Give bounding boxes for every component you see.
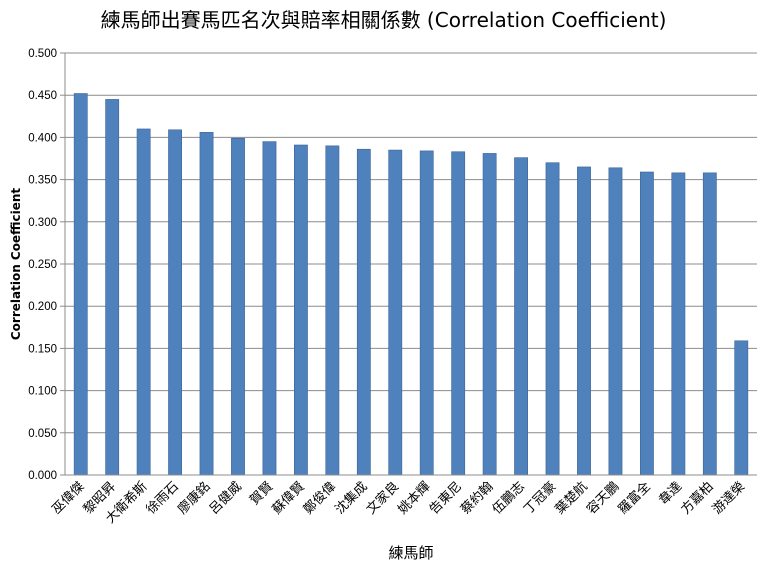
- bar: [73, 93, 88, 476]
- category-label: 沈集成: [332, 479, 371, 518]
- category-label: 容天鵬: [583, 479, 622, 518]
- category-label: 文家良: [363, 479, 402, 518]
- bar: [168, 129, 182, 476]
- category-label: 丁冠豪: [520, 479, 559, 518]
- category-label: 姚本輝: [395, 479, 433, 517]
- bar: [734, 340, 749, 476]
- category-label: 巫偉傑: [49, 479, 87, 517]
- bar: [325, 145, 340, 476]
- bar: [640, 171, 654, 476]
- y-tick-label: 0.200: [28, 301, 57, 313]
- y-tick-label: 0.050: [28, 428, 57, 440]
- bars: [73, 93, 749, 476]
- chart-title: 練馬師出賽馬匹名次與賠率相關係數 (Correlation Coefficien…: [100, 8, 667, 32]
- y-tick-label: 0.000: [28, 470, 57, 482]
- category-label: 游達榮: [710, 479, 748, 517]
- bar: [514, 157, 528, 476]
- bar: [262, 141, 277, 476]
- category-label: 方嘉柏: [678, 479, 717, 518]
- bar: [388, 149, 403, 476]
- y-tick-label: 0.450: [28, 90, 57, 102]
- y-tick-label: 0.500: [28, 48, 57, 60]
- y-tick-label: 0.150: [28, 343, 57, 355]
- category-label: 鄭俊偉: [301, 479, 339, 517]
- category-label: 伍鵬志: [490, 479, 528, 517]
- y-tick-label: 0.300: [28, 217, 57, 229]
- y-tick-labels: 0.000 0.050 0.100 0.150 0.200 0.250 0.300 0.350…: [28, 48, 57, 482]
- category-label: 呂健威: [207, 479, 245, 517]
- x-axis-label: 練馬師: [388, 544, 433, 562]
- bar: [577, 166, 591, 476]
- y-tick-label: 0.250: [28, 259, 57, 271]
- category-label: 葉楚航: [552, 479, 591, 518]
- bar: [356, 148, 371, 476]
- y-axis-label: Correlation Coefficient: [9, 188, 23, 341]
- y-tick-label: 0.350: [28, 175, 57, 187]
- bar: [105, 99, 120, 476]
- bar: [482, 153, 497, 476]
- y-tick-label: 0.100: [28, 386, 57, 398]
- category-label: 蘇偉賢: [270, 479, 308, 517]
- category-label: 羅富全: [615, 479, 654, 518]
- bar: [199, 132, 214, 476]
- bar: [702, 172, 717, 476]
- y-tick-label: 0.400: [28, 132, 57, 144]
- category-label: 廖康銘: [174, 479, 213, 518]
- category-label: 蔡約翰: [458, 479, 496, 517]
- bar: [608, 167, 623, 476]
- category-label: 徐雨石: [144, 479, 182, 517]
- bar: [231, 137, 245, 476]
- bar: [294, 144, 308, 476]
- category-label: 告東尼: [426, 479, 465, 518]
- bar: [136, 128, 151, 476]
- bar: [671, 172, 686, 476]
- bar: [451, 151, 466, 476]
- bar: [545, 162, 560, 476]
- bar: [419, 150, 434, 476]
